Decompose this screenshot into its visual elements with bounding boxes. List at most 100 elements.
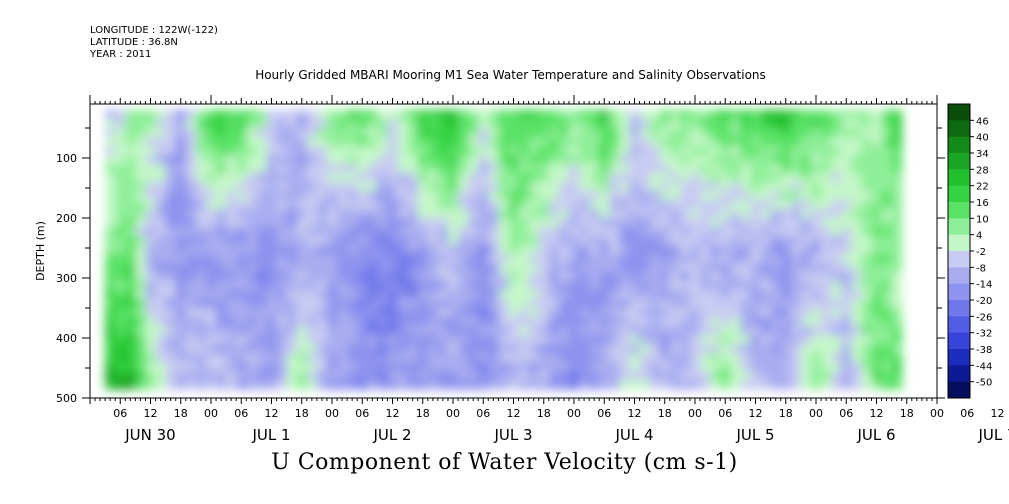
field-cell: [659, 380, 671, 390]
field-cell: [518, 137, 530, 147]
field-cell: [276, 326, 288, 336]
field-cell: [105, 155, 116, 165]
field-cell: [790, 362, 802, 372]
field-cell: [609, 371, 620, 381]
field-cell: [216, 155, 227, 165]
field-cell: [407, 200, 419, 210]
field-cell: [185, 128, 197, 138]
field-cell: [397, 200, 409, 210]
field-cell: [327, 371, 338, 381]
field-cell: [437, 371, 449, 381]
field-cell: [195, 272, 207, 282]
field-cell: [367, 263, 378, 273]
field-cell: [498, 317, 510, 327]
field-cell: [508, 128, 520, 138]
field-cell: [690, 191, 701, 201]
field-cell: [589, 362, 600, 372]
field-cell: [226, 371, 237, 381]
field-cell: [226, 254, 237, 264]
field-cell: [458, 128, 469, 138]
field-cell: [206, 362, 217, 372]
field-cell: [851, 128, 862, 138]
field-cell: [558, 191, 570, 201]
field-cell: [125, 218, 136, 228]
field-cell: [609, 164, 620, 174]
field-cell: [609, 209, 620, 219]
field-cell: [256, 308, 268, 318]
field-cell: [226, 182, 237, 192]
field-cell: [448, 344, 459, 354]
field-cell: [861, 371, 873, 381]
field-cell: [125, 245, 136, 255]
field-cell: [387, 173, 399, 183]
field-cell: [599, 173, 610, 183]
field-cell: [548, 164, 560, 174]
field-cell: [619, 119, 631, 129]
field-cell: [377, 236, 389, 246]
field-cell: [448, 308, 459, 318]
field-cell: [417, 371, 429, 381]
field-cell: [770, 281, 782, 291]
field-cell: [669, 290, 681, 300]
field-cell: [639, 308, 651, 318]
field-cell: [387, 218, 399, 228]
field-cell: [558, 263, 570, 273]
field-cell: [740, 137, 752, 147]
field-cell: [579, 335, 590, 345]
field-cell: [397, 326, 409, 336]
field-cell: [316, 146, 328, 156]
field-cell: [155, 281, 167, 291]
field-cell: [135, 263, 147, 273]
colorbar-label: 46: [976, 116, 989, 127]
field-cell: [448, 335, 459, 345]
field-cell: [236, 173, 247, 183]
y-tick-label: 200: [56, 212, 77, 225]
x-tick-label: 06: [234, 407, 248, 420]
field-cell: [105, 146, 116, 156]
field-cell: [327, 200, 338, 210]
field-cell: [760, 227, 772, 237]
field-cell: [216, 200, 227, 210]
field-cell: [306, 245, 318, 255]
field-cell: [730, 218, 741, 228]
field-cell: [710, 263, 721, 273]
field-cell: [760, 380, 772, 390]
field-cell: [155, 128, 167, 138]
field-cell: [165, 182, 177, 192]
field-cell: [498, 227, 510, 237]
field-cell: [216, 173, 227, 183]
field-cell: [841, 164, 852, 174]
field-cell: [780, 380, 792, 390]
field-cell: [760, 290, 772, 300]
field-cell: [367, 110, 378, 120]
field-cell: [569, 164, 580, 174]
field-cell: [417, 299, 429, 309]
field-cell: [811, 209, 822, 219]
field-cell: [790, 200, 802, 210]
field-cell: [750, 236, 762, 246]
field-cell: [185, 173, 197, 183]
field-cell: [216, 281, 227, 291]
field-cell: [569, 146, 580, 156]
field-cell: [478, 380, 489, 390]
field-cell: [478, 218, 489, 228]
field-cell: [437, 227, 449, 237]
field-cell: [246, 272, 257, 282]
field-cell: [448, 263, 459, 273]
field-cell: [306, 326, 318, 336]
field-cell: [105, 317, 116, 327]
field-cell: [488, 128, 499, 138]
field-cell: [700, 200, 711, 210]
field-cell: [841, 137, 852, 147]
colorbar-swatch: [948, 153, 970, 170]
field-cell: [609, 380, 620, 390]
field-cell: [226, 173, 237, 183]
field-cell: [790, 155, 802, 165]
field-cell: [145, 236, 157, 246]
field-cell: [337, 335, 348, 345]
field-cell: [639, 137, 651, 147]
field-cell: [498, 344, 510, 354]
field-cell: [508, 281, 520, 291]
field-cell: [851, 119, 862, 129]
field-cell: [437, 380, 449, 390]
